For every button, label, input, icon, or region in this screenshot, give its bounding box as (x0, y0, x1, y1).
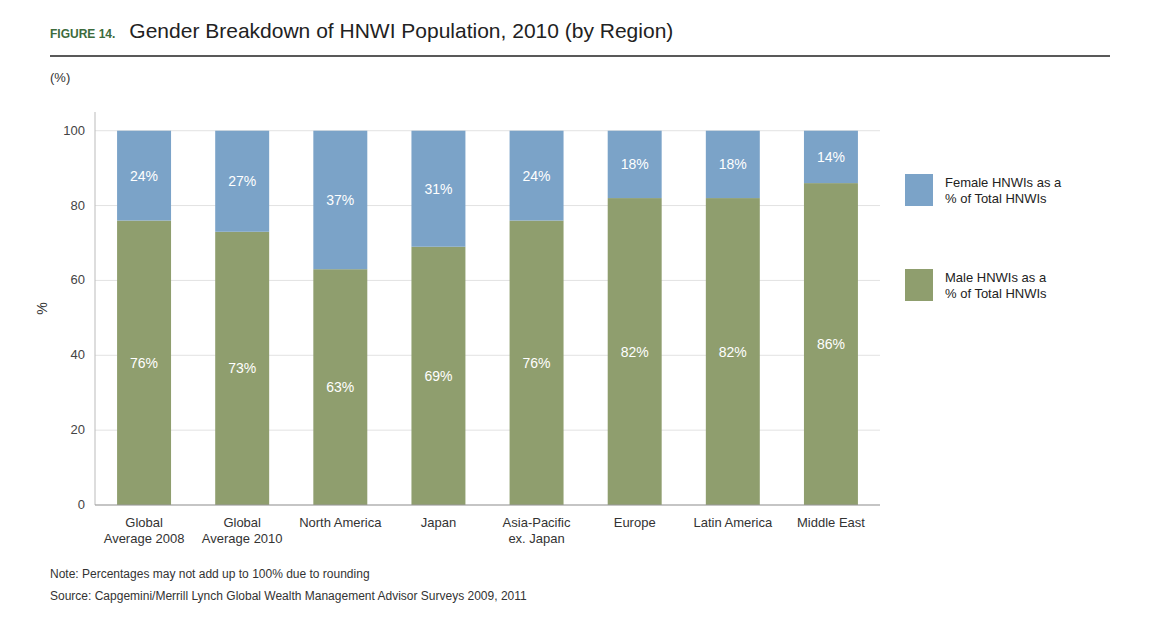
grid (95, 131, 880, 505)
data-label: 73% (228, 360, 256, 376)
grid-line (95, 505, 880, 506)
text-line: Male HNWIs as a (945, 270, 1047, 285)
data-label: 82% (621, 344, 649, 360)
y-tick-label: 60 (71, 272, 85, 287)
text-line: Europe (614, 515, 656, 530)
data-label: 63% (326, 379, 354, 395)
bar-segment (510, 131, 564, 221)
text-line: Average 2008 (104, 531, 185, 546)
data-label: 76% (130, 355, 158, 371)
x-axis-line (95, 505, 880, 506)
data-label: 24% (130, 168, 158, 184)
data-label: 18% (621, 156, 649, 172)
text-line: North America (299, 515, 382, 530)
page: {"chart_data": { "type": "bar", "stacked… (0, 0, 1164, 640)
text-line: Asia-Pacific (503, 515, 571, 530)
bars (117, 131, 858, 505)
legend-swatch (905, 174, 933, 206)
text-line: % of Total HNWIs (945, 191, 1047, 206)
grid-line (95, 430, 880, 431)
data-label: 76% (523, 355, 551, 371)
x-tick-label: GlobalAverage 2008 (104, 515, 185, 546)
y-tick-label: 100 (63, 123, 85, 138)
grid-line (95, 355, 880, 356)
x-tick-label: Japan (421, 515, 456, 530)
data-label: 31% (424, 181, 452, 197)
x-tick-label: Middle East (797, 515, 865, 530)
text-line: % of Total HNWIs (945, 286, 1047, 301)
x-tick-label: Latin America (693, 515, 773, 530)
data-label: 86% (817, 336, 845, 352)
legend-label: Female HNWIs as a% of Total HNWIs (945, 175, 1062, 206)
text-line: Global (223, 515, 261, 530)
text-line: Female HNWIs as a (945, 175, 1062, 190)
legend: Female HNWIs as a% of Total HNWIsMale HN… (905, 174, 1062, 301)
text-line: Global (125, 515, 163, 530)
data-label: 18% (719, 156, 747, 172)
bar-segment (313, 131, 367, 269)
y-axis-line (95, 112, 96, 505)
title-rule (50, 55, 1110, 57)
text-line: Latin America (693, 515, 773, 530)
unit-label: (%) (50, 70, 70, 85)
note: Note: Percentages may not add up to 100%… (50, 567, 370, 581)
data-label: 14% (817, 149, 845, 165)
x-tick-label: GlobalAverage 2010 (202, 515, 283, 546)
bar-segment (608, 198, 662, 505)
title-prefix: FIGURE 14. (50, 27, 115, 41)
data-labels: 76% 73% 63% 69% 76% 82% 82% 86% 24% 27% 37% 31% 24% 1… (130, 149, 845, 395)
text-line: ex. Japan (508, 531, 564, 546)
bar-segment (411, 247, 465, 505)
bar-segment (706, 131, 760, 198)
bar-segment (804, 131, 858, 183)
x-tick-label: Asia-Pacificex. Japan (503, 515, 571, 546)
bar-segment (117, 221, 171, 505)
data-label: 69% (424, 368, 452, 384)
bar-segment (117, 131, 171, 221)
legend-label: Male HNWIs as a% of Total HNWIs (945, 270, 1047, 301)
data-label: 37% (326, 192, 354, 208)
bar-segment (804, 183, 858, 505)
bar-segment (313, 269, 367, 505)
y-tick-label: 20 (71, 422, 85, 437)
legend-swatch (905, 269, 933, 301)
grid-line (95, 280, 880, 281)
bar-segment (706, 198, 760, 505)
bar-segment (215, 232, 269, 505)
y-tick-label: 0 (78, 497, 85, 512)
text-line: Middle East (797, 515, 865, 530)
bar-segment (608, 131, 662, 198)
grid-line (95, 205, 880, 206)
y-tick-label: 80 (71, 198, 85, 213)
data-label: 27% (228, 173, 256, 189)
data-label: 82% (719, 344, 747, 360)
x-tick-label: North America (299, 515, 382, 530)
bar-segment (411, 131, 465, 247)
grid-line (95, 130, 880, 131)
text-line: Average 2010 (202, 531, 283, 546)
bar-segment (215, 131, 269, 232)
y-axis-label: % (34, 302, 50, 314)
bar-segment (510, 221, 564, 505)
title: Gender Breakdown of HNWI Population, 201… (129, 19, 673, 42)
y-tick-label: 40 (71, 347, 85, 362)
chart: FIGURE 14. Gender Breakdown of HNWI Popul… (0, 0, 1164, 640)
x-tick-label: Europe (614, 515, 656, 530)
note: Source: Capgemini/Merrill Lynch Global W… (50, 589, 527, 603)
data-label: 24% (523, 168, 551, 184)
text-line: Japan (421, 515, 456, 530)
